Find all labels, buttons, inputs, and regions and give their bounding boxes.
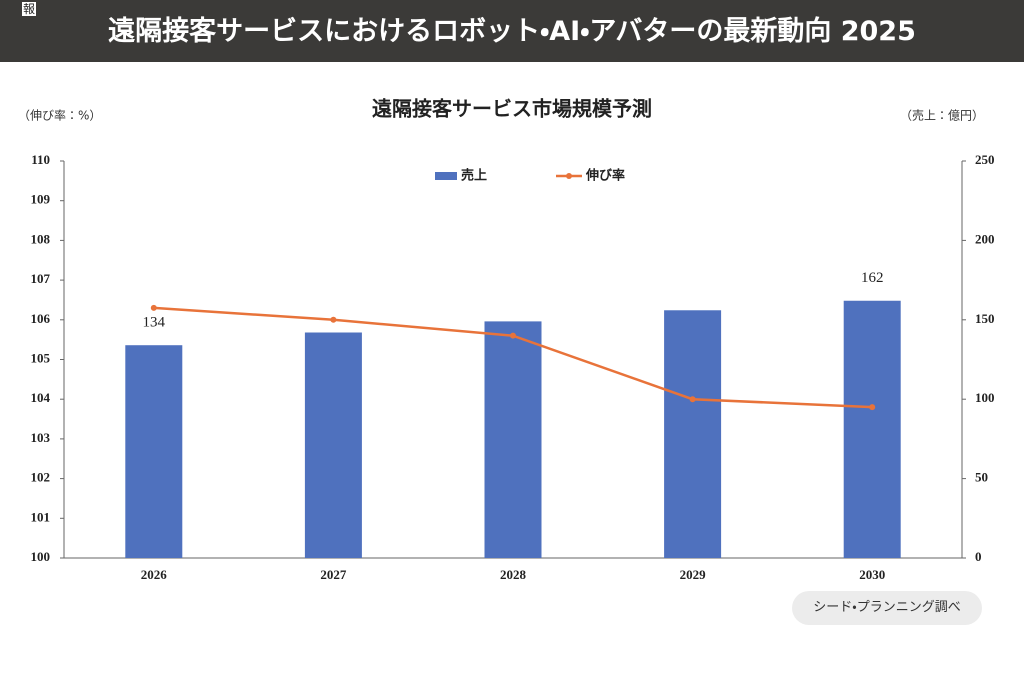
y-tick-label: 110	[31, 152, 50, 167]
y-tick-label: 101	[31, 509, 51, 524]
y2-axis-label: （売上：億円）	[900, 108, 984, 123]
line-point	[689, 396, 696, 403]
y2-tick-label: 0	[975, 549, 982, 564]
header: 遠隔接客サービスにおけるロボット・AI・アバターの最新動向 2025 報	[0, 0, 1024, 62]
y2-tick-label: 200	[975, 231, 995, 246]
y2-tick-label: 150	[975, 311, 995, 326]
y-tick-label: 102	[31, 470, 51, 485]
chart: 遠隔接客サービス市場規模予測 （伸び率：%） （売上：億円） 100 101 102…	[18, 97, 995, 582]
y-tick-label: 105	[31, 350, 51, 365]
bar	[304, 332, 362, 558]
page-title: 遠隔接客サービスにおけるロボット・AI・アバターの最新動向 2025	[108, 16, 916, 47]
chart-title: 遠隔接客サービス市場規模予測	[372, 97, 652, 121]
x-tick-label: 2028	[500, 567, 527, 582]
bar	[125, 345, 183, 558]
y-tick-label: 100	[31, 549, 51, 564]
bar	[664, 310, 722, 558]
line-point	[869, 404, 876, 411]
y2-tick-label: 250	[975, 152, 995, 167]
data-label: 162	[861, 270, 884, 286]
x-tick-label: 2027	[320, 567, 347, 582]
source-badge: シード・プランニング調べ	[792, 591, 982, 625]
y2-tick-label: 100	[975, 390, 995, 405]
y-tick-label: 106	[31, 311, 51, 326]
bar	[843, 300, 901, 558]
bar	[484, 321, 542, 558]
y-tick-label: 107	[31, 271, 51, 286]
y-tick-label: 108	[31, 231, 51, 246]
line-point	[330, 316, 337, 323]
legend-swatch	[435, 172, 457, 180]
line-point	[150, 304, 157, 311]
y-tick-label: 109	[31, 192, 51, 207]
legend-label: 売上	[461, 168, 487, 184]
y-axis-label: （伸び率：%）	[18, 109, 101, 123]
legend-label: 伸び率	[585, 168, 625, 184]
y2-tick-label: 50	[975, 470, 988, 485]
line-point	[510, 332, 516, 339]
y-tick-label: 103	[31, 430, 51, 445]
x-tick-label: 2029	[680, 567, 707, 582]
legend-swatch	[566, 173, 572, 179]
x-tick-label: 2026	[141, 567, 168, 582]
header-tag: 報	[22, 2, 37, 16]
x-tick-label: 2030	[859, 567, 885, 582]
data-label: 134	[143, 315, 166, 331]
y-tick-label: 104	[31, 390, 51, 405]
